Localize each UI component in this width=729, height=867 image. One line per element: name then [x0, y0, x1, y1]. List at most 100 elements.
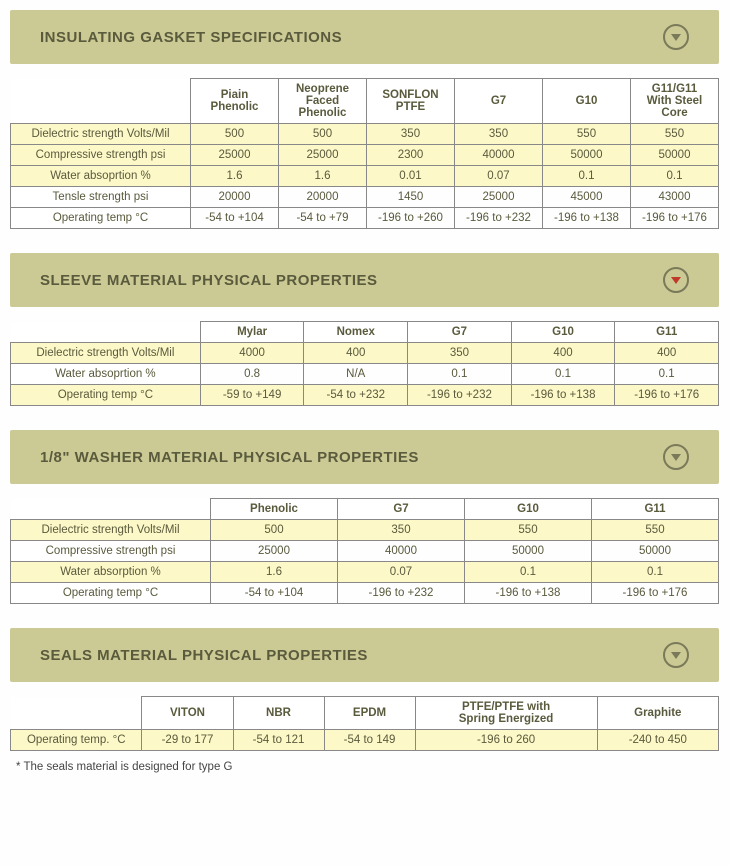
section-title: SLEEVE MATERIAL PHYSICAL PROPERTIES	[40, 272, 378, 289]
data-cell: -54 to +104	[191, 208, 279, 229]
data-cell: 50000	[465, 541, 592, 562]
data-cell: -196 to +138	[543, 208, 631, 229]
row-label: Water absorption %	[11, 562, 211, 583]
column-header: Phenolic	[211, 499, 338, 520]
data-cell: 350	[408, 343, 512, 364]
row-label: Operating temp °C	[11, 583, 211, 604]
data-cell: -196 to +176	[615, 385, 719, 406]
row-label: Operating temp °C	[11, 385, 201, 406]
data-cell: 25000	[211, 541, 338, 562]
data-table: MylarNomexG7G10G11Dielectric strength Vo…	[10, 321, 719, 406]
data-cell: 20000	[191, 187, 279, 208]
column-header: NeopreneFacedPhenolic	[279, 79, 367, 124]
data-cell: 500	[279, 124, 367, 145]
data-cell: 500	[191, 124, 279, 145]
data-cell: 50000	[543, 145, 631, 166]
data-cell: 45000	[543, 187, 631, 208]
data-cell: 0.1	[592, 562, 719, 583]
data-cell: 1.6	[211, 562, 338, 583]
row-label: Dielectric strength Volts/Mil	[11, 343, 201, 364]
data-cell: 400	[304, 343, 408, 364]
data-cell: 350	[367, 124, 455, 145]
data-cell: 550	[631, 124, 719, 145]
data-cell: -54 to +232	[304, 385, 408, 406]
data-cell: 0.01	[367, 166, 455, 187]
data-cell: 550	[543, 124, 631, 145]
data-cell: N/A	[304, 364, 408, 385]
column-header: G11/G11With SteelCore	[631, 79, 719, 124]
row-label: Dielectric strength Volts/Mil	[11, 124, 191, 145]
data-cell: 4000	[200, 343, 304, 364]
data-cell: -59 to +149	[200, 385, 304, 406]
row-label: Operating temp. °C	[11, 730, 142, 751]
chevron-down-icon[interactable]	[663, 444, 689, 470]
data-cell: 25000	[279, 145, 367, 166]
data-cell: 0.1	[615, 364, 719, 385]
data-cell: -196 to +260	[367, 208, 455, 229]
column-header: G7	[408, 322, 512, 343]
data-cell: 2300	[367, 145, 455, 166]
data-cell: 0.1	[543, 166, 631, 187]
table-row: Operating temp °C-59 to +149-54 to +232-…	[11, 385, 719, 406]
table-row: Dielectric strength Volts/Mil50050035035…	[11, 124, 719, 145]
data-cell: 0.07	[455, 166, 543, 187]
column-header: EPDM	[324, 697, 415, 730]
column-header: Nomex	[304, 322, 408, 343]
data-cell: 20000	[279, 187, 367, 208]
data-cell: 40000	[338, 541, 465, 562]
data-cell: 50000	[592, 541, 719, 562]
table-row: Dielectric strength Volts/Mil40004003504…	[11, 343, 719, 364]
data-cell: 350	[455, 124, 543, 145]
row-label: Compressive strength psi	[11, 541, 211, 562]
data-cell: -54 to 121	[233, 730, 324, 751]
column-header: G11	[592, 499, 719, 520]
column-header: Graphite	[597, 697, 718, 730]
column-header: PiainPhenolic	[191, 79, 279, 124]
table-row: Operating temp °C-54 to +104-196 to +232…	[11, 583, 719, 604]
data-cell: 1.6	[279, 166, 367, 187]
data-cell: 350	[338, 520, 465, 541]
data-cell: 550	[465, 520, 592, 541]
row-label: Compressive strength psi	[11, 145, 191, 166]
column-header: G7	[455, 79, 543, 124]
footnote: * The seals material is designed for typ…	[10, 761, 719, 773]
row-label: Tensle strength psi	[11, 187, 191, 208]
table-row: Compressive strength psi2500025000230040…	[11, 145, 719, 166]
chevron-down-icon[interactable]	[663, 642, 689, 668]
chevron-down-icon[interactable]	[663, 24, 689, 50]
data-cell: 0.1	[408, 364, 512, 385]
section-title: SEALS MATERIAL PHYSICAL PROPERTIES	[40, 647, 368, 664]
data-cell: 0.8	[200, 364, 304, 385]
data-cell: 50000	[631, 145, 719, 166]
data-cell: 43000	[631, 187, 719, 208]
data-cell: -196 to +176	[592, 583, 719, 604]
section-header: SLEEVE MATERIAL PHYSICAL PROPERTIES	[10, 253, 719, 307]
data-cell: 550	[592, 520, 719, 541]
data-cell: -196 to +232	[338, 583, 465, 604]
data-cell: 0.07	[338, 562, 465, 583]
data-cell: 500	[211, 520, 338, 541]
section-header: INSULATING GASKET SPECIFICATIONS	[10, 10, 719, 64]
data-cell: 25000	[455, 187, 543, 208]
column-header: VITON	[142, 697, 233, 730]
table-row: Compressive strength psi2500040000500005…	[11, 541, 719, 562]
data-cell: 40000	[455, 145, 543, 166]
data-cell: -196 to +138	[511, 385, 615, 406]
table-row: Water absoprtion %1.61.60.010.070.10.1	[11, 166, 719, 187]
data-cell: -196 to 260	[415, 730, 597, 751]
table-row: Dielectric strength Volts/Mil50035055055…	[11, 520, 719, 541]
row-label: Water absoprtion %	[11, 364, 201, 385]
table-row: Water absorption %1.60.070.10.1	[11, 562, 719, 583]
data-cell: -196 to +232	[408, 385, 512, 406]
data-cell: -196 to +176	[631, 208, 719, 229]
data-cell: 1.6	[191, 166, 279, 187]
data-cell: 1450	[367, 187, 455, 208]
column-header: G10	[465, 499, 592, 520]
column-header: PTFE/PTFE withSpring Energized	[415, 697, 597, 730]
column-header: G11	[615, 322, 719, 343]
chevron-down-icon[interactable]	[663, 267, 689, 293]
table-row: Operating temp °C-54 to +104-54 to +79-1…	[11, 208, 719, 229]
row-label: Water absoprtion %	[11, 166, 191, 187]
column-header: G10	[543, 79, 631, 124]
data-cell: 0.1	[465, 562, 592, 583]
